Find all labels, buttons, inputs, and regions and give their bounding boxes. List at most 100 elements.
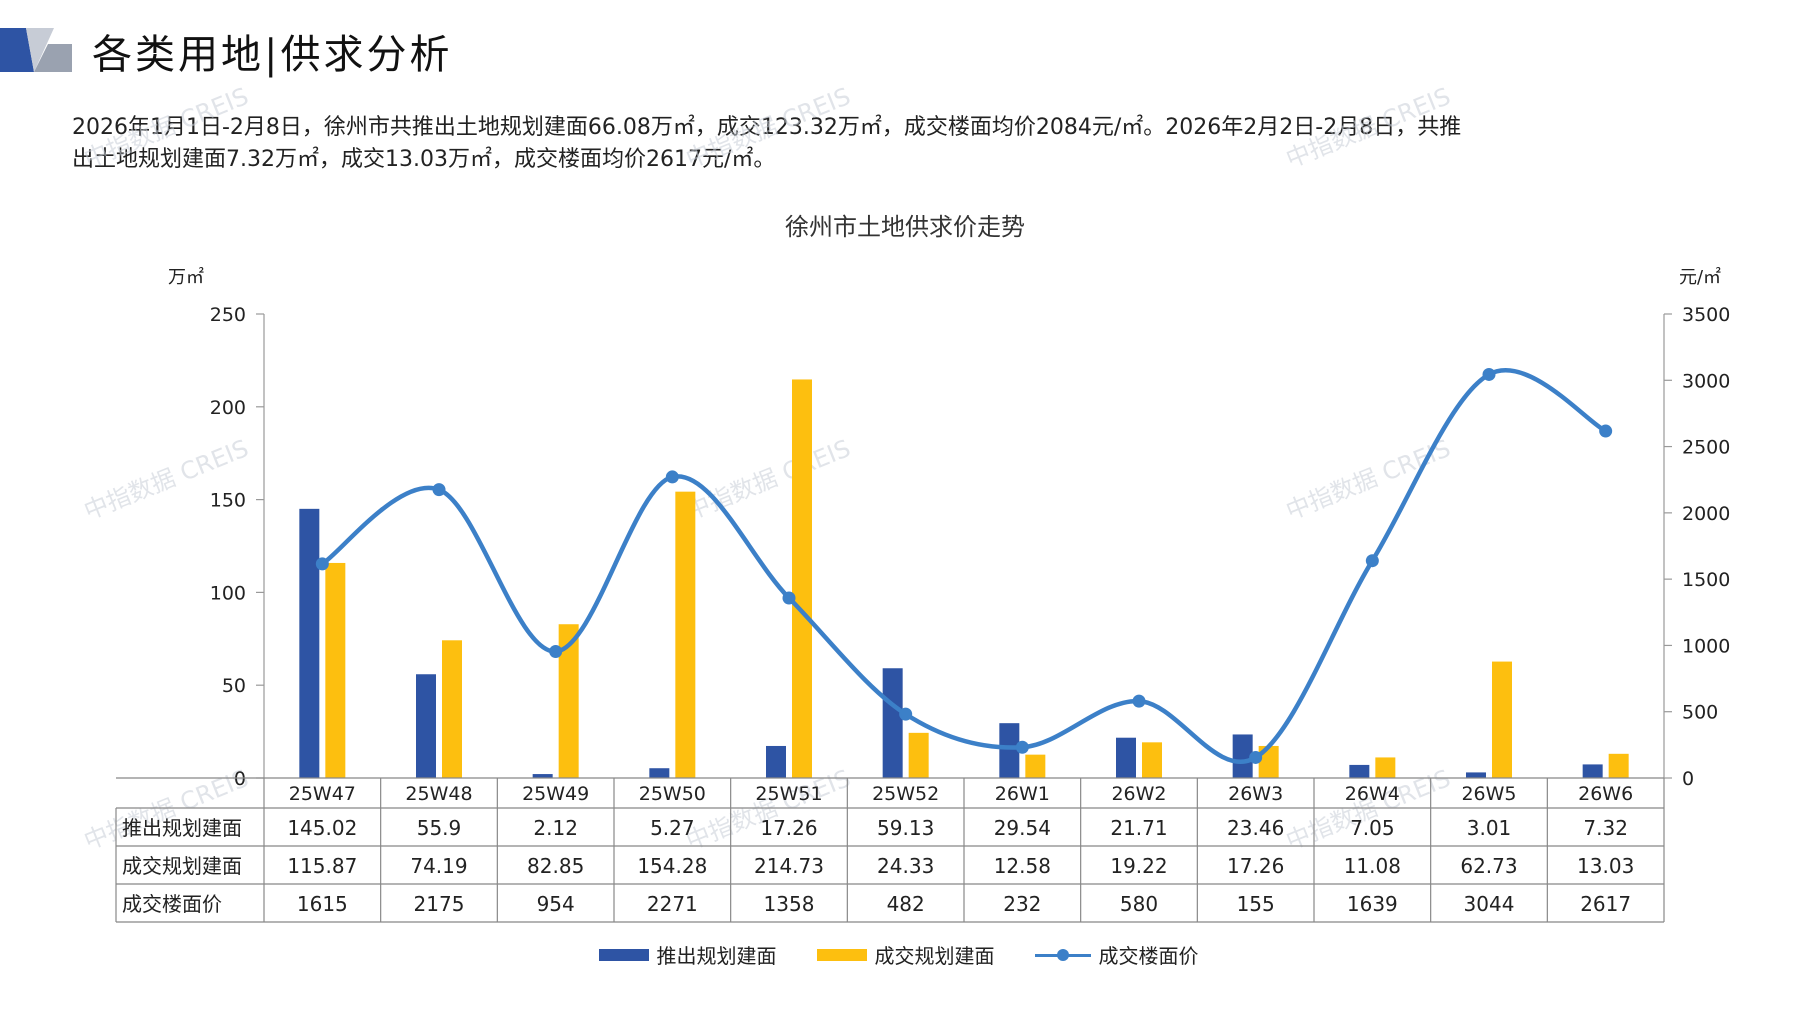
left-tick-label: 150 bbox=[210, 490, 246, 512]
right-tick-label: 1500 bbox=[1682, 569, 1730, 591]
right-axis-unit: 元/㎡ bbox=[1679, 266, 1721, 288]
bar-supply bbox=[1116, 737, 1136, 778]
table-row-label: 推出规划建面 bbox=[122, 816, 242, 840]
table-cell: 21.71 bbox=[1110, 816, 1167, 840]
legend-item-deal-area: 成交规划建面 bbox=[816, 940, 995, 969]
bar-supply bbox=[1466, 772, 1486, 778]
bar-deal-area bbox=[558, 624, 579, 778]
table-cell: 7.32 bbox=[1583, 816, 1628, 840]
table-cell: 232 bbox=[1003, 892, 1041, 916]
price-point bbox=[665, 470, 679, 484]
right-tick-label: 3000 bbox=[1682, 370, 1730, 392]
bar-supply bbox=[532, 774, 553, 778]
left-tick-label: 100 bbox=[210, 582, 246, 604]
summary-text: 2026年1月1日-2月8日，徐州市共推出土地规划建面66.08万㎡，成交123… bbox=[72, 112, 1742, 176]
left-tick-label: 250 bbox=[210, 304, 246, 326]
bar-supply bbox=[416, 674, 436, 778]
brand-logo bbox=[0, 28, 72, 72]
table-cell: 115.87 bbox=[287, 854, 357, 878]
legend-swatch-price bbox=[1034, 948, 1091, 961]
table-category-label: 25W51 bbox=[755, 783, 822, 805]
table-cell: 1358 bbox=[764, 892, 815, 916]
table-category-label: 26W5 bbox=[1461, 783, 1516, 805]
table-cell: 155 bbox=[1237, 892, 1275, 916]
price-point bbox=[1015, 740, 1029, 754]
table-cell: 7.05 bbox=[1350, 816, 1395, 840]
price-point bbox=[1132, 694, 1146, 708]
price-point bbox=[782, 591, 796, 605]
table-row-label: 成交规划建面 bbox=[122, 854, 242, 878]
price-point bbox=[549, 645, 563, 659]
price-line bbox=[321, 368, 1607, 765]
table-cell: 19.22 bbox=[1110, 854, 1167, 878]
table-cell: 74.19 bbox=[410, 854, 467, 878]
summary-line-1: 2026年1月1日-2月8日，徐州市共推出土地规划建面66.08万㎡，成交123… bbox=[72, 115, 1462, 140]
legend-item-price: 成交楼面价 bbox=[1034, 940, 1199, 969]
table-cell: 12.58 bbox=[994, 854, 1051, 878]
table-cell: 5.27 bbox=[650, 816, 695, 840]
table-cell: 82.85 bbox=[527, 854, 584, 878]
left-axis-unit: 万㎡ bbox=[168, 266, 204, 288]
right-tick-label: 0 bbox=[1682, 768, 1694, 790]
legend-swatch-deal-area bbox=[816, 948, 867, 961]
price-point bbox=[1482, 367, 1496, 381]
table-cell: 2271 bbox=[647, 892, 698, 916]
table-cell: 23.46 bbox=[1227, 816, 1284, 840]
price-point bbox=[1365, 554, 1379, 568]
page-title: 各类用地|供求分析 bbox=[92, 32, 453, 78]
legend-label-price: 成交楼面价 bbox=[1098, 944, 1199, 968]
price-point bbox=[899, 707, 913, 721]
bar-deal-area bbox=[675, 491, 696, 778]
table-category-label: 25W50 bbox=[639, 783, 706, 805]
table-category-label: 26W2 bbox=[1111, 783, 1166, 805]
table-category-label: 25W52 bbox=[872, 783, 939, 805]
left-tick-label: 0 bbox=[234, 768, 246, 790]
price-point bbox=[1249, 750, 1263, 764]
bar-deal-area bbox=[1608, 753, 1629, 778]
table-category-label: 25W48 bbox=[405, 783, 472, 805]
right-tick-label: 2500 bbox=[1682, 437, 1730, 459]
right-tick-label: 2000 bbox=[1682, 503, 1730, 525]
bar-supply bbox=[882, 668, 903, 778]
bar-supply bbox=[1232, 734, 1253, 778]
price-point bbox=[315, 557, 329, 571]
legend-label-deal-area: 成交规划建面 bbox=[874, 944, 995, 968]
table-category-label: 25W49 bbox=[522, 783, 589, 805]
table-cell: 2175 bbox=[414, 892, 465, 916]
bar-supply bbox=[649, 768, 670, 778]
bar-supply bbox=[1582, 764, 1603, 778]
table-cell: 29.54 bbox=[994, 816, 1051, 840]
price-point bbox=[432, 483, 446, 497]
table-category-label: 26W1 bbox=[995, 783, 1050, 805]
table-cell: 62.73 bbox=[1460, 854, 1517, 878]
table-cell: 55.9 bbox=[417, 816, 462, 840]
table-cell: 2.12 bbox=[533, 816, 578, 840]
left-tick-label: 50 bbox=[222, 675, 246, 697]
bar-deal-area bbox=[1025, 754, 1046, 778]
table-cell: 17.26 bbox=[1227, 854, 1284, 878]
table-cell: 954 bbox=[537, 892, 575, 916]
table-cell: 13.03 bbox=[1577, 854, 1634, 878]
right-tick-label: 3500 bbox=[1682, 304, 1730, 326]
table-cell: 59.13 bbox=[877, 816, 934, 840]
bar-deal-area bbox=[325, 562, 346, 778]
bar-supply bbox=[766, 745, 786, 778]
chart-legend: 推出规划建面 成交规划建面 成交楼面价 bbox=[0, 940, 1797, 969]
table-category-label: 26W3 bbox=[1228, 783, 1283, 805]
table-cell: 24.33 bbox=[877, 854, 934, 878]
bar-deal-area bbox=[908, 732, 929, 778]
table-category-label: 26W4 bbox=[1345, 783, 1400, 805]
left-tick-label: 200 bbox=[210, 397, 246, 419]
table-cell: 580 bbox=[1120, 892, 1158, 916]
legend-item-supply: 推出规划建面 bbox=[598, 940, 777, 969]
bar-deal-area bbox=[442, 640, 462, 778]
table-cell: 11.08 bbox=[1344, 854, 1401, 878]
table-cell: 3044 bbox=[1464, 892, 1515, 916]
table-cell: 145.02 bbox=[287, 816, 357, 840]
bar-supply bbox=[1349, 764, 1370, 778]
table-cell: 3.01 bbox=[1467, 816, 1512, 840]
bar-deal-area bbox=[1492, 661, 1512, 778]
table-category-label: 26W6 bbox=[1578, 783, 1633, 805]
table-cell: 154.28 bbox=[637, 854, 707, 878]
